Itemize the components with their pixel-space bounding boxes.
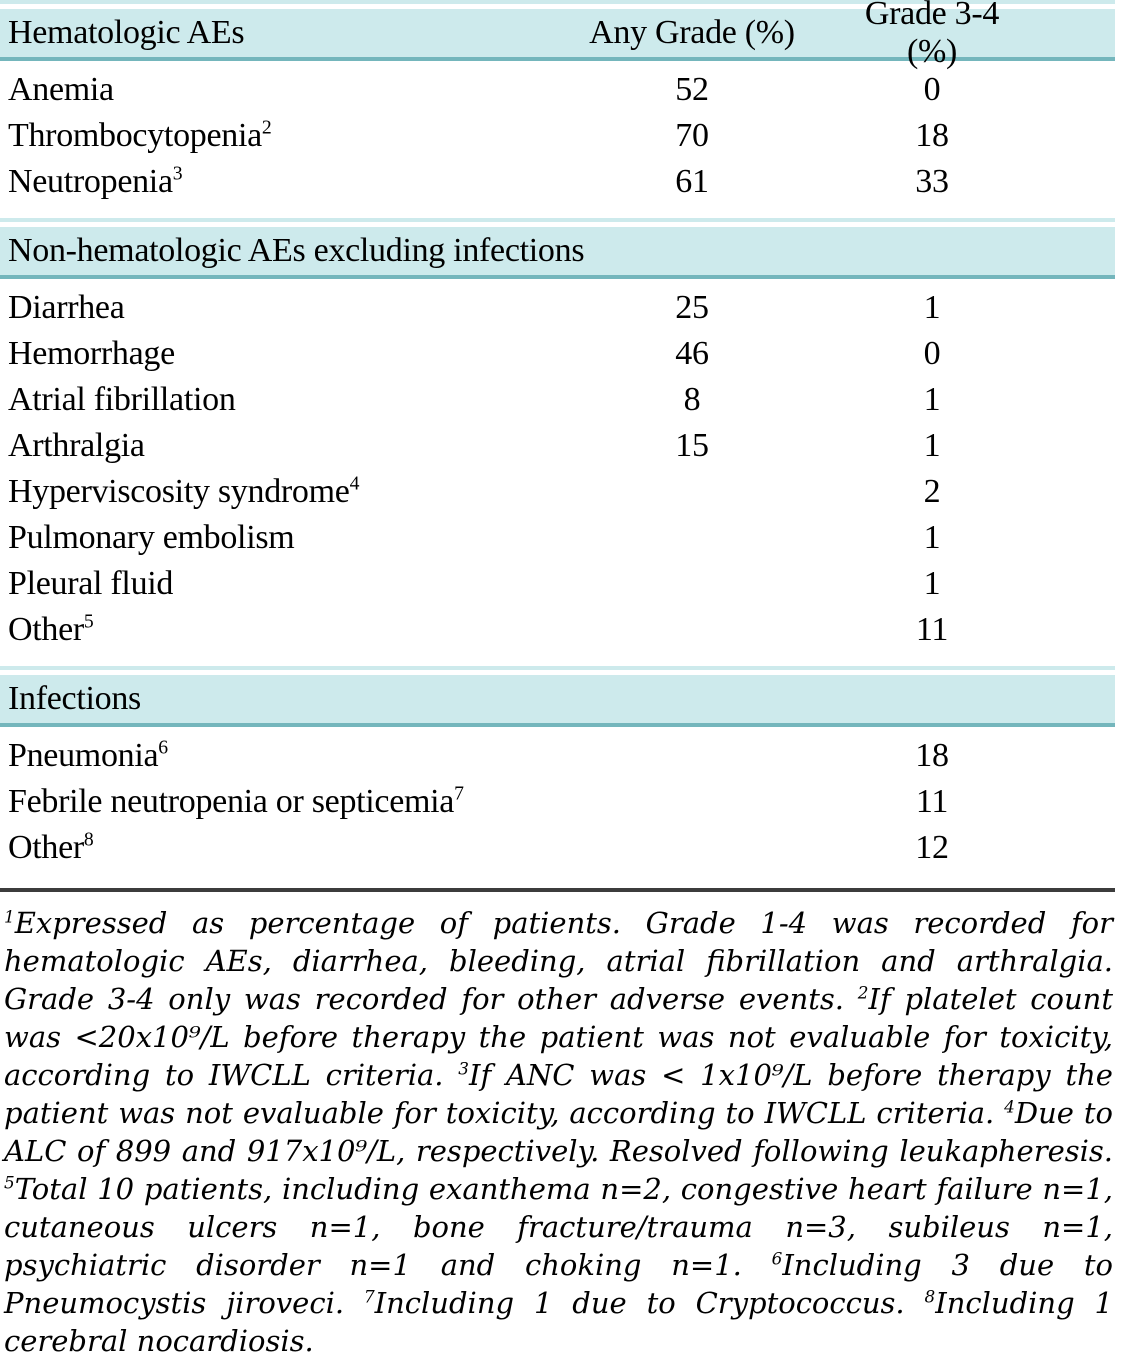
table-row: Febrile neutropenia or septicemia7 11 xyxy=(0,779,1115,825)
footnote-marker: 5 xyxy=(83,610,94,633)
table-row: Diarrhea 25 1 xyxy=(0,285,1115,331)
footnote-marker: 4 xyxy=(349,472,360,495)
ae-label: Atrial fibrillation xyxy=(8,381,236,418)
table-row: Pulmonary embolism 1 xyxy=(0,515,1115,561)
ae-label: Pleural fluid xyxy=(8,565,174,602)
ae-label: Pneumonia6 xyxy=(8,736,168,774)
footnote-marker: 8 xyxy=(83,828,94,851)
table-row: Anemia 52 0 xyxy=(0,67,1115,113)
section-header-row: Infections xyxy=(0,675,1115,727)
footnote-body: If platelet count was <20x10⁹/L before t… xyxy=(4,982,1114,1092)
footnote-marker: 6 xyxy=(158,736,168,759)
footnote-marker: 7 xyxy=(454,782,464,805)
ae-label: Pulmonary embolism xyxy=(8,519,295,556)
section-title: Infections xyxy=(8,680,141,717)
section-rows: Anemia 52 0 Thrombocytopenia2 70 18 Neutropeni… xyxy=(0,61,1115,218)
table-header-row: Hematologic AEs Any Grade (%) Grade 3-4 … xyxy=(0,0,1115,70)
section-header-group: Non-hematologic AEs excluding infections xyxy=(0,218,1115,279)
any-grade-value: 15 xyxy=(675,427,709,464)
column-header-hematologic-aes: Hematologic AEs xyxy=(8,14,245,51)
footnote-marker: 3 xyxy=(458,1058,469,1079)
table-row: Hemorrhage 46 0 xyxy=(0,331,1115,377)
grade-3-4-value: 11 xyxy=(915,611,949,648)
footnote-body: Expressed as percentage of patients. Gra… xyxy=(4,906,1113,1016)
section-header-group: Infections xyxy=(0,666,1115,727)
any-grade-value: 52 xyxy=(675,71,709,108)
grade-3-4-value: 1 xyxy=(923,427,941,464)
footnote-marker: 1 xyxy=(4,906,15,927)
grade-3-4-value: 12 xyxy=(915,829,949,866)
footnote-body: Due to ALC of 899 and 917x10⁹/L, respect… xyxy=(4,1096,1113,1168)
footnote-marker: 7 xyxy=(363,1286,375,1307)
table-body: Anemia 52 0 Thrombocytopenia2 70 18 Neutropeni… xyxy=(0,61,1115,884)
grade-3-4-value: 1 xyxy=(923,565,941,602)
table-header-group: Hematologic AEs Any Grade (%) Grade 3-4 … xyxy=(0,0,1115,70)
any-grade-value: 8 xyxy=(683,381,701,418)
footnote-body: Total 10 patients, including exanthema n… xyxy=(4,1172,1113,1282)
ae-label: Other5 xyxy=(8,610,94,648)
column-header-grade-3-4: Grade 3-4 (%) xyxy=(864,0,1000,70)
footnotes-text: 1Expressed as percentage of patients. Gr… xyxy=(4,904,1113,1360)
ae-label: Other8 xyxy=(8,828,94,866)
ae-label: Hemorrhage xyxy=(8,335,175,372)
grade-3-4-value: 11 xyxy=(915,783,949,820)
grade-3-4-value: 2 xyxy=(923,473,941,510)
footnote-body: Including 1 due to Cryptococcus. xyxy=(374,1286,925,1320)
any-grade-value: 46 xyxy=(675,335,709,372)
ae-label: Anemia xyxy=(8,71,114,108)
any-grade-value: 25 xyxy=(675,289,709,326)
footnote-marker: 6 xyxy=(771,1248,783,1269)
grade-3-4-value: 1 xyxy=(923,519,941,556)
table-row: Atrial fibrillation 8 1 xyxy=(0,377,1115,423)
grade-3-4-value: 0 xyxy=(923,71,941,108)
top-accent-strip xyxy=(0,0,1115,4)
ae-label: Arthralgia xyxy=(8,427,145,464)
footnote-marker: 5 xyxy=(4,1172,15,1193)
section-rows: Diarrhea 25 1 Hemorrhage 46 0 Atrial fibrillat… xyxy=(0,279,1115,666)
ae-label: Hyperviscosity syndrome4 xyxy=(8,472,360,510)
table-row: Neutropenia3 61 33 xyxy=(0,159,1115,205)
table-row: Pleural fluid 1 xyxy=(0,561,1115,607)
grade-3-4-value: 1 xyxy=(923,381,941,418)
section-accent-strip xyxy=(0,666,1115,670)
footnote-marker: 3 xyxy=(172,162,183,185)
ae-label: Febrile neutropenia or septicemia7 xyxy=(8,782,464,820)
table-row: Hyperviscosity syndrome4 2 xyxy=(0,469,1115,515)
footnote-body: If ANC was < 1x10⁹/L before therapy the … xyxy=(4,1058,1113,1130)
grade-3-4-value: 0 xyxy=(923,335,941,372)
table-row: Other5 11 xyxy=(0,607,1115,653)
grade-3-4-value: 18 xyxy=(915,117,949,154)
grade-3-4-value: 18 xyxy=(915,737,949,774)
footnotes-divider xyxy=(0,888,1115,892)
any-grade-value: 61 xyxy=(675,163,709,200)
table-row: Arthralgia 15 1 xyxy=(0,423,1115,469)
footnote-marker: 8 xyxy=(924,1286,936,1307)
column-header-any-grade: Any Grade (%) xyxy=(589,14,795,51)
ae-label: Thrombocytopenia2 xyxy=(8,116,272,154)
section-header-row: Non-hematologic AEs excluding infections xyxy=(0,227,1115,279)
grade-3-4-value: 33 xyxy=(915,163,949,200)
table-row: Pneumonia6 18 xyxy=(0,733,1115,779)
footnote-marker: 2 xyxy=(261,116,272,139)
table-row: Thrombocytopenia2 70 18 xyxy=(0,113,1115,159)
ae-label: Diarrhea xyxy=(8,289,125,326)
footnote-marker: 4 xyxy=(1004,1096,1015,1117)
section-title: Non-hematologic AEs excluding infections xyxy=(8,232,585,269)
footnote-marker: 2 xyxy=(857,982,869,1003)
table-row: Other8 12 xyxy=(0,825,1115,871)
ae-label: Neutropenia3 xyxy=(8,162,183,200)
grade-3-4-value: 1 xyxy=(923,289,941,326)
any-grade-value: 70 xyxy=(675,117,709,154)
section-rows: Pneumonia6 18 Febrile neutropenia or septi… xyxy=(0,727,1115,884)
section-accent-strip xyxy=(0,218,1115,222)
